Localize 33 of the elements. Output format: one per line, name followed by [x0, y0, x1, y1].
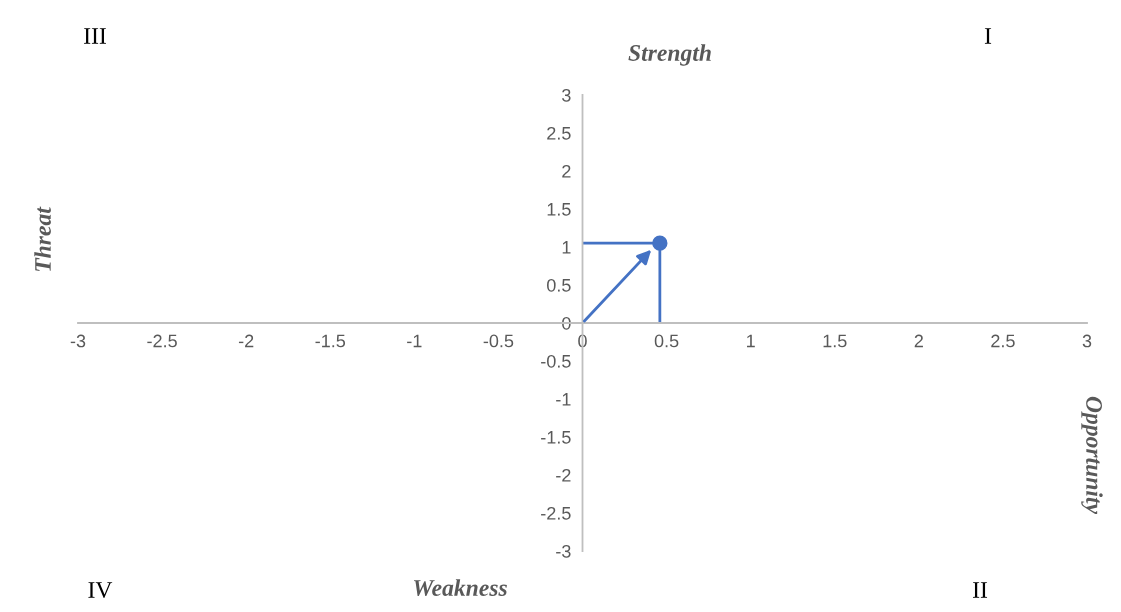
y-tick-label: 1 [562, 241, 571, 254]
annotation: Opportunity [1081, 396, 1103, 515]
y-tick-label: 0.5 [547, 278, 571, 292]
x-tick-label: 1 [747, 334, 755, 348]
y-tick-label: -2.5 [541, 506, 571, 520]
y-tick-label: -3 [556, 544, 571, 558]
text: III [84, 28, 106, 44]
x-tick-label: -2 [238, 334, 254, 348]
x-tick-label: -0.5 [483, 334, 514, 348]
x-tick-label: -1 [407, 334, 422, 348]
x-tick-label: -1.5 [315, 334, 346, 348]
text: II [972, 582, 988, 598]
y-tick-label: 2.5 [547, 126, 571, 140]
text: Threat [34, 206, 51, 272]
y-tick-label: 1.5 [547, 203, 571, 216]
x-tick-label: 2 [914, 334, 923, 348]
text: Weakness [413, 579, 507, 597]
x-tick-label: -3 [70, 334, 86, 348]
y-tick-label: -0.5 [541, 354, 571, 368]
y-tick-label: 2 [562, 164, 571, 178]
x-tick-label: 0 [578, 334, 587, 348]
text: IV [88, 582, 113, 599]
x-tick-label: 2.5 [991, 334, 1015, 348]
y-tick-label: 3 [562, 88, 571, 102]
y-tick-label: -1.5 [541, 431, 571, 444]
text: Strength [628, 44, 711, 66]
x-tick-label: 3 [1082, 334, 1092, 348]
y-tick-label: -2 [556, 468, 571, 482]
y-tick-label: -1 [556, 393, 571, 406]
x-tick-label: 0.5 [654, 334, 679, 348]
x-tick-label: -2.5 [147, 334, 177, 348]
x-tick-label: 1.5 [823, 334, 847, 348]
text: I [984, 28, 992, 44]
